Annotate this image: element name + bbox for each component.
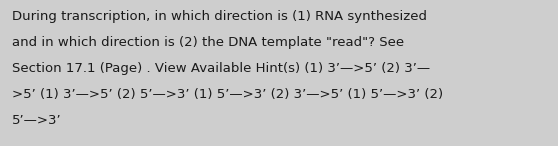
Text: 5’—>3’: 5’—>3’ [12,114,62,127]
Text: >5’ (1) 3’—>5’ (2) 5’—>3’ (1) 5’—>3’ (2) 3’—>5’ (1) 5’—>3’ (2): >5’ (1) 3’—>5’ (2) 5’—>3’ (1) 5’—>3’ (2)… [12,88,444,101]
Text: Section 17.1 (Page) . View Available Hint(s) (1) 3’—>5’ (2) 3’—: Section 17.1 (Page) . View Available Hin… [12,62,430,75]
Text: and in which direction is (2) the DNA template "read"? See: and in which direction is (2) the DNA te… [12,36,405,49]
Text: During transcription, in which direction is (1) RNA synthesized: During transcription, in which direction… [12,10,427,23]
